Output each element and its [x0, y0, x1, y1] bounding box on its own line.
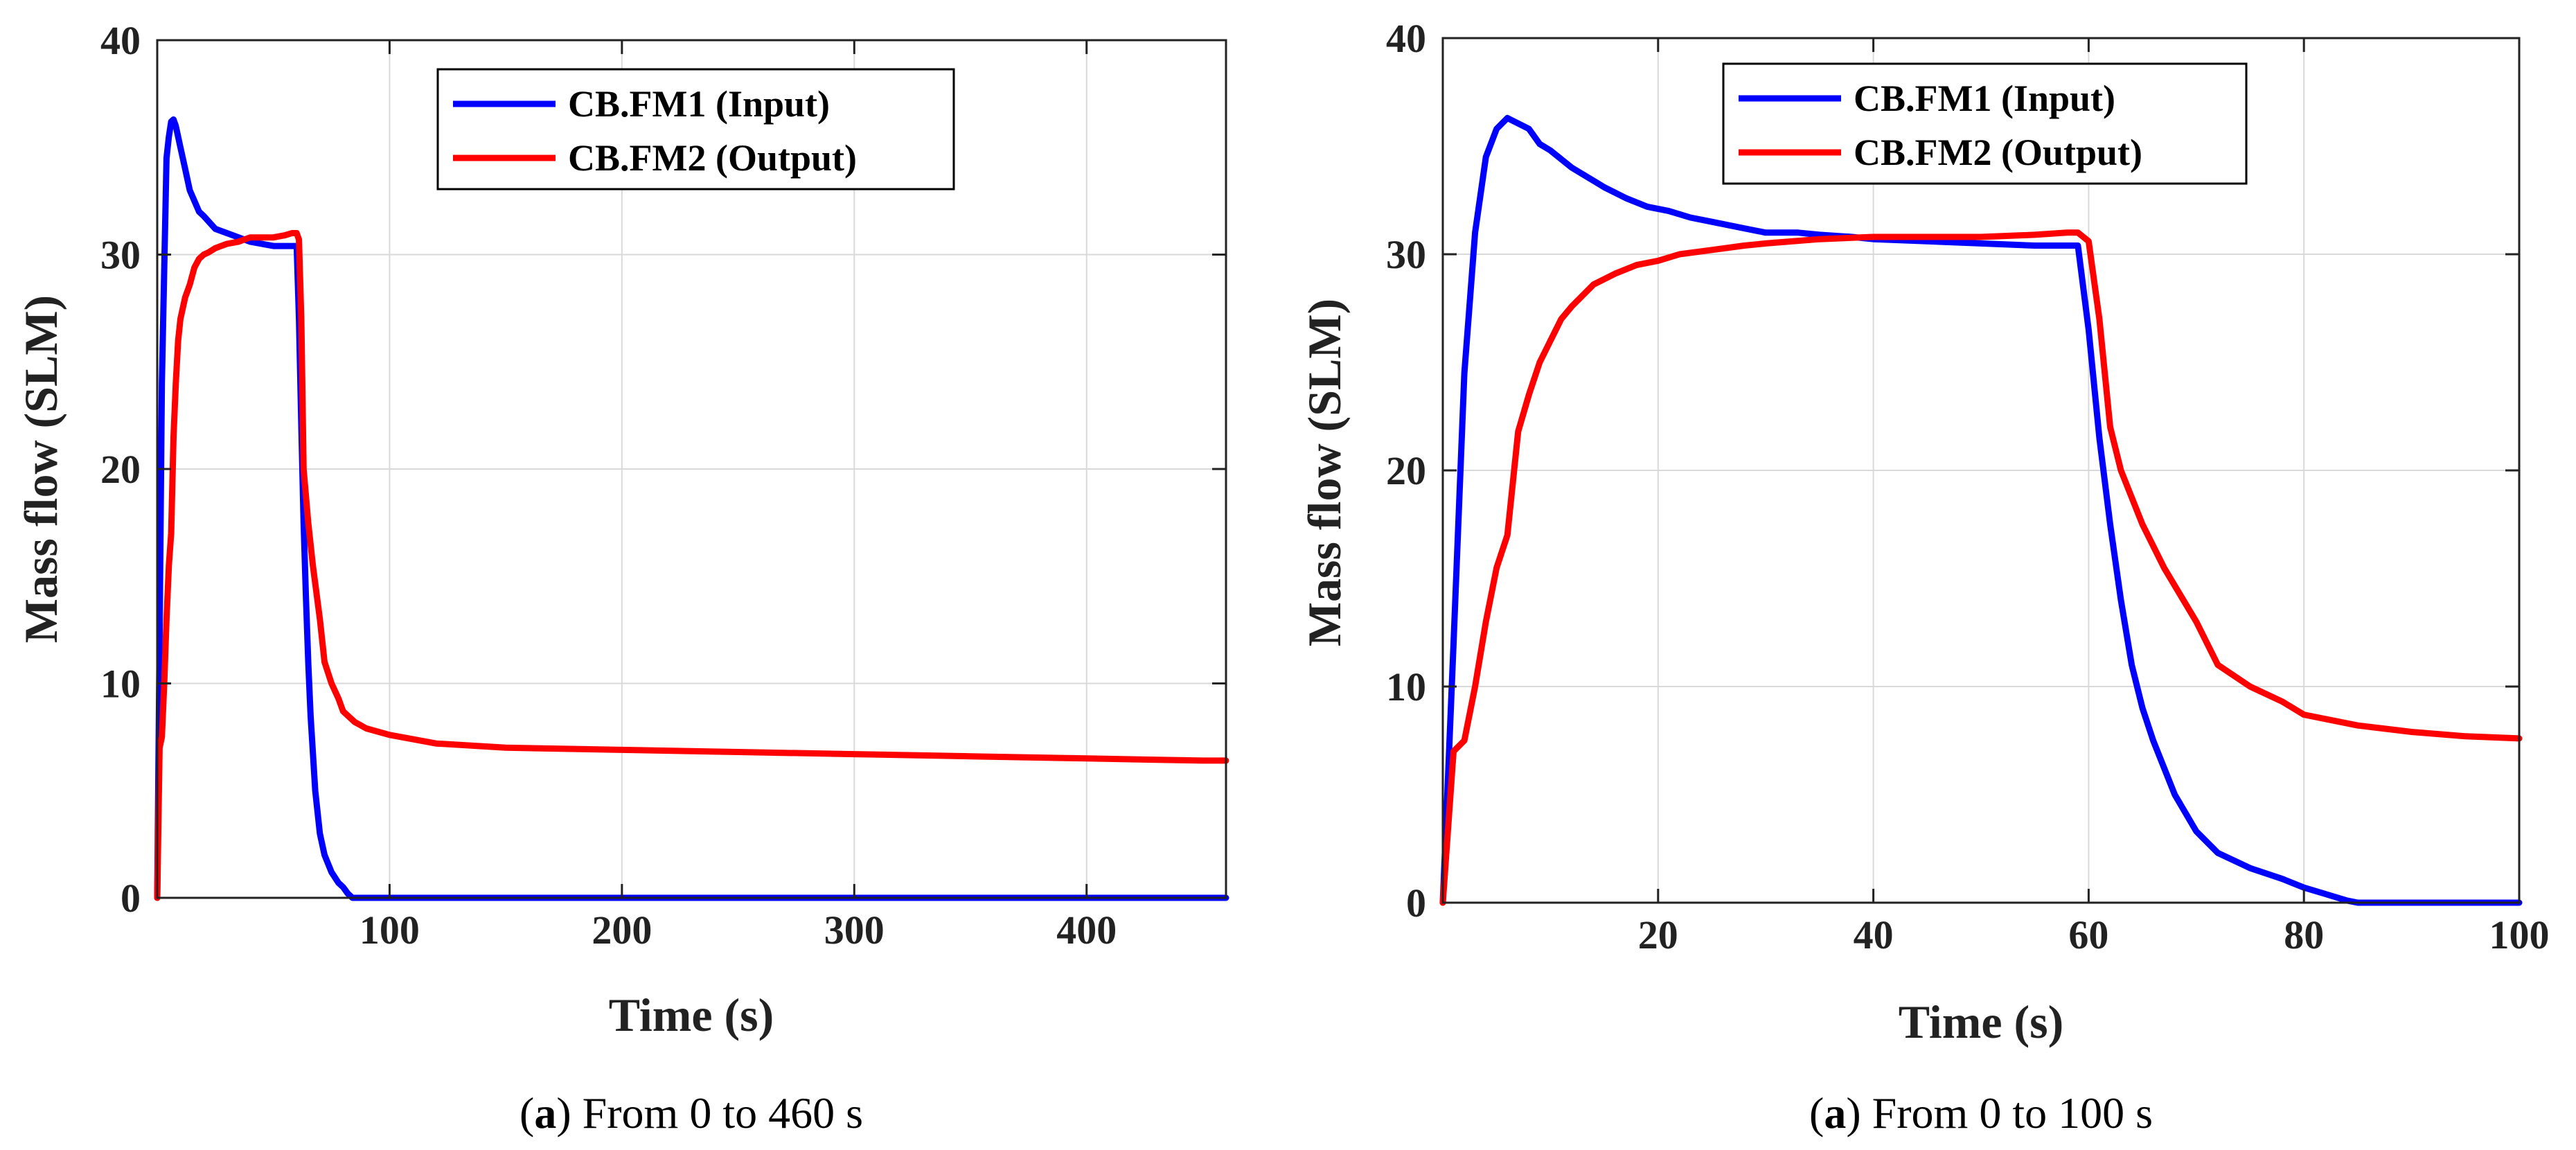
legend: CB.FM1 (Input) CB.FM2 (Output): [1722, 62, 2248, 185]
legend-box: [1722, 62, 2248, 185]
series-line-2: [1439, 229, 2523, 906]
caption-letter: a: [534, 1088, 556, 1138]
caption: (a) From 0 to 100 s: [1809, 1088, 2153, 1138]
legend-box: [436, 68, 955, 191]
y-tick-label: 30: [1386, 232, 1426, 277]
y-axis-label: Mass flow (SLM): [1298, 299, 1351, 646]
x-tick-label: 40: [1854, 912, 1894, 957]
y-tick-label: 40: [1386, 16, 1426, 61]
y-tick-label: 0: [1406, 881, 1426, 926]
caption-text: From 0 to 460 s: [583, 1088, 863, 1138]
series-line-2: [154, 230, 1229, 901]
x-axis-label: Time (s): [609, 989, 774, 1041]
y-axis-label: Mass flow (SLM): [15, 295, 67, 643]
y-tick-label: 30: [100, 233, 141, 278]
panel-b: 20 40 60 80 100 0 10 20 30 40 Time (s) Mass flow …: [1298, 16, 2550, 1138]
y-tick-label: 0: [121, 876, 141, 921]
axis-ticks: 20 40 60 80 100 0 10 20 30 40: [1386, 16, 2550, 957]
x-tick-label: 400: [1056, 908, 1117, 953]
legend-label: CB.FM1 (Input): [1854, 78, 2115, 119]
y-tick-label: 20: [100, 447, 141, 492]
caption-letter: a: [1824, 1088, 1846, 1138]
x-axis-label: Time (s): [1899, 996, 2064, 1048]
x-tick-label: 100: [2489, 912, 2550, 957]
axis-ticks: 100 200 300 400 0 10 20 30 40: [100, 18, 1226, 953]
x-tick-label: 20: [1638, 912, 1678, 957]
panel-a: 100 200 300 400 0 10 20 30 40 Time (s) Mass flow…: [15, 18, 1229, 1138]
series-layer: [154, 116, 1229, 901]
x-tick-label: 200: [592, 908, 652, 953]
x-tick-label: 80: [2284, 912, 2324, 957]
x-tick-label: 100: [359, 908, 420, 953]
legend-label: CB.FM1 (Input): [568, 83, 830, 125]
y-tick-label: 10: [100, 662, 141, 707]
series-line-1: [154, 116, 1229, 901]
legend: CB.FM1 (Input) CB.FM2 (Output): [436, 68, 955, 191]
x-tick-label: 60: [2068, 912, 2108, 957]
y-tick-label: 10: [1386, 664, 1426, 709]
series-layer: [1439, 114, 2523, 906]
legend-label: CB.FM2 (Output): [1854, 132, 2142, 173]
x-tick-label: 300: [824, 908, 885, 953]
caption-text: From 0 to 100 s: [1872, 1088, 2153, 1138]
y-tick-label: 20: [1386, 448, 1426, 493]
legend-label: CB.FM2 (Output): [568, 137, 857, 179]
caption: (a) From 0 to 460 s: [519, 1088, 863, 1138]
y-tick-label: 40: [100, 18, 141, 63]
